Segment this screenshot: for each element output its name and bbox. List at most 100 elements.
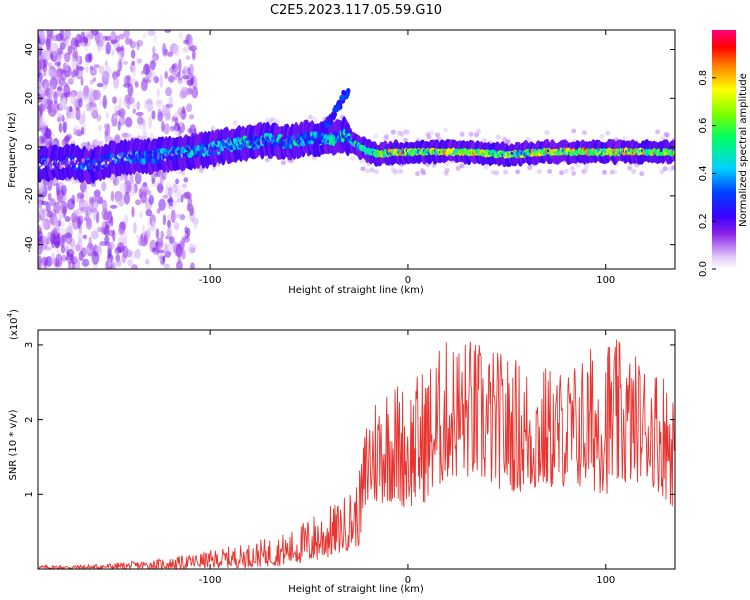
spectrogram-noise-cell	[56, 86, 63, 91]
spectrogram-noise-cell	[92, 77, 97, 82]
spectrogram-ridge-cell	[175, 156, 178, 160]
spectrogram-ridge-cell	[256, 136, 259, 140]
spectrogram-noise-cell	[90, 104, 98, 118]
spectrogram-noise-cell	[198, 168, 204, 174]
spectrogram-noise-cell	[58, 211, 64, 220]
spectrogram-noise-cell	[61, 240, 65, 248]
spectrogram-noise-cell	[182, 65, 189, 78]
spectrogram-noise-cell	[164, 30, 172, 33]
spectrogram-feature-cell	[322, 120, 328, 127]
spectrogram-noise-cell	[161, 104, 167, 117]
spectrogram-ridge-cell	[121, 158, 124, 162]
spectrogram-noise-cell	[569, 166, 575, 172]
spectrogram-noise-cell	[146, 228, 151, 239]
spectrogram-noise-cell	[390, 129, 396, 135]
spectrogram-noise-cell	[47, 193, 52, 201]
spectrogram-noise-cell	[63, 52, 71, 63]
spectrogram-noise-cell	[71, 57, 78, 70]
spectrogram-noise-cell	[183, 39, 189, 45]
spectrogram-noise-cell	[575, 162, 581, 168]
spectrogram-ridge-cell	[308, 137, 312, 141]
spectrogram-noise-cell	[536, 168, 542, 174]
spectrogram-noise-cell	[264, 157, 270, 163]
spectrogram-noise-cell	[627, 165, 633, 171]
spectrogram-noise-cell	[398, 168, 403, 174]
spectrogram-noise-cell	[481, 138, 487, 143]
spectrogram-noise-cell	[50, 38, 55, 53]
spectrogram-noise-cell	[131, 60, 136, 66]
spectrogram-noise-cell	[210, 126, 216, 131]
spectrogram-noise-cell	[113, 114, 118, 120]
spectrogram-noise-cell	[75, 129, 82, 137]
spectrogram-ridge-cell	[331, 139, 336, 147]
spectrogram-ridge-cell	[186, 146, 189, 150]
spectrogram-noise-cell	[157, 108, 162, 120]
spectrogram-noise-cell	[563, 168, 569, 174]
spectrogram-noise-cell	[86, 145, 92, 151]
spectrogram-feature-cell	[325, 116, 331, 123]
spectrogram-noise-cell	[119, 182, 127, 193]
spectrogram-noise-cell	[55, 182, 60, 197]
spectrogram-noise-cell	[84, 46, 88, 52]
spectrogram-noise-cell	[174, 73, 178, 80]
spectrogram-noise-cell	[100, 219, 106, 229]
spectrogram-noise-cell	[70, 212, 78, 223]
spectrogram-noise-cell	[140, 183, 149, 195]
spectrogram-noise-cell	[123, 214, 129, 225]
spectrogram-noise-cell	[455, 165, 461, 171]
spectrogram-ridge-cell	[156, 148, 161, 155]
spectrogram-ridge-cell	[123, 157, 127, 161]
spectrogram-noise-cell	[164, 242, 168, 255]
spectrogram-noise-cell	[189, 124, 197, 137]
spectrogram-noise-cell	[264, 117, 270, 123]
spectrogram-noise-cell	[40, 138, 46, 144]
spectrogram-noise-cell	[459, 131, 465, 137]
spectrogram-noise-cell	[155, 100, 163, 108]
spectrogram-ridge-cell	[326, 135, 330, 140]
spectrogram-ridge-cell	[46, 157, 50, 163]
snr-x-tick-label: -100	[199, 575, 222, 586]
colorbar-label: Normalized spectral amplitude	[738, 73, 749, 227]
spectrogram-noise-cell	[123, 175, 129, 181]
spectrogram-noise-cell	[175, 178, 180, 185]
spectrogram-noise-cell	[81, 258, 90, 267]
spectrogram-noise-cell	[415, 171, 420, 177]
spectrogram-noise-cell	[188, 114, 195, 120]
spectrogram-noise-cell	[173, 213, 181, 219]
spectrogram-ridge-cell	[211, 151, 215, 156]
spectrogram-ridge-cell	[281, 136, 285, 141]
spectrogram-noise-cell	[47, 181, 53, 186]
spectrogram-noise-cell	[639, 171, 645, 177]
spectrogram-noise-cell	[153, 76, 159, 84]
spectrogram-ridge-cell	[483, 152, 487, 156]
spectrogram-noise-cell	[101, 181, 107, 192]
spectrogram-noise-cell	[189, 63, 194, 76]
spectrogram-noise-cell	[70, 91, 77, 105]
spectrogram-noise-cell	[38, 260, 41, 269]
spectrogram-noise-cell	[112, 176, 120, 187]
spectrogram-noise-cell	[41, 219, 46, 229]
spectrogram-noise-cell	[158, 198, 166, 211]
spectrogram-noise-cell	[166, 228, 172, 239]
spectrogram-noise-cell	[38, 43, 44, 48]
spectrogram-noise-cell	[135, 234, 140, 239]
spectrogram-noise-cell	[130, 49, 136, 59]
spectrogram-ridge-cell	[292, 135, 295, 139]
spectrogram-xlabel: Height of straight line (km)	[288, 285, 424, 296]
spectrogram-noise-cell	[71, 261, 76, 269]
spectrogram-ridge-cell	[455, 151, 458, 155]
spectrogram-noise-cell	[170, 125, 175, 132]
spectrogram-noise-cell	[46, 200, 50, 212]
spectrogram-noise-cell	[149, 60, 156, 71]
spectrogram-noise-cell	[164, 71, 168, 80]
spectrogram-noise-cell	[136, 42, 140, 51]
spectrogram-noise-cell	[97, 196, 104, 205]
spectrogram-noise-cell	[38, 54, 43, 66]
spectrogram-noise-cell	[526, 137, 531, 142]
spectrogram-noise-cell	[128, 96, 135, 105]
spectrogram-noise-cell	[144, 63, 149, 72]
spectrogram-noise-cell	[39, 183, 45, 193]
spectrogram-noise-cell	[82, 234, 88, 240]
spectrogram-ridge-cell	[196, 152, 199, 157]
spectrogram-noise-cell	[90, 79, 94, 85]
